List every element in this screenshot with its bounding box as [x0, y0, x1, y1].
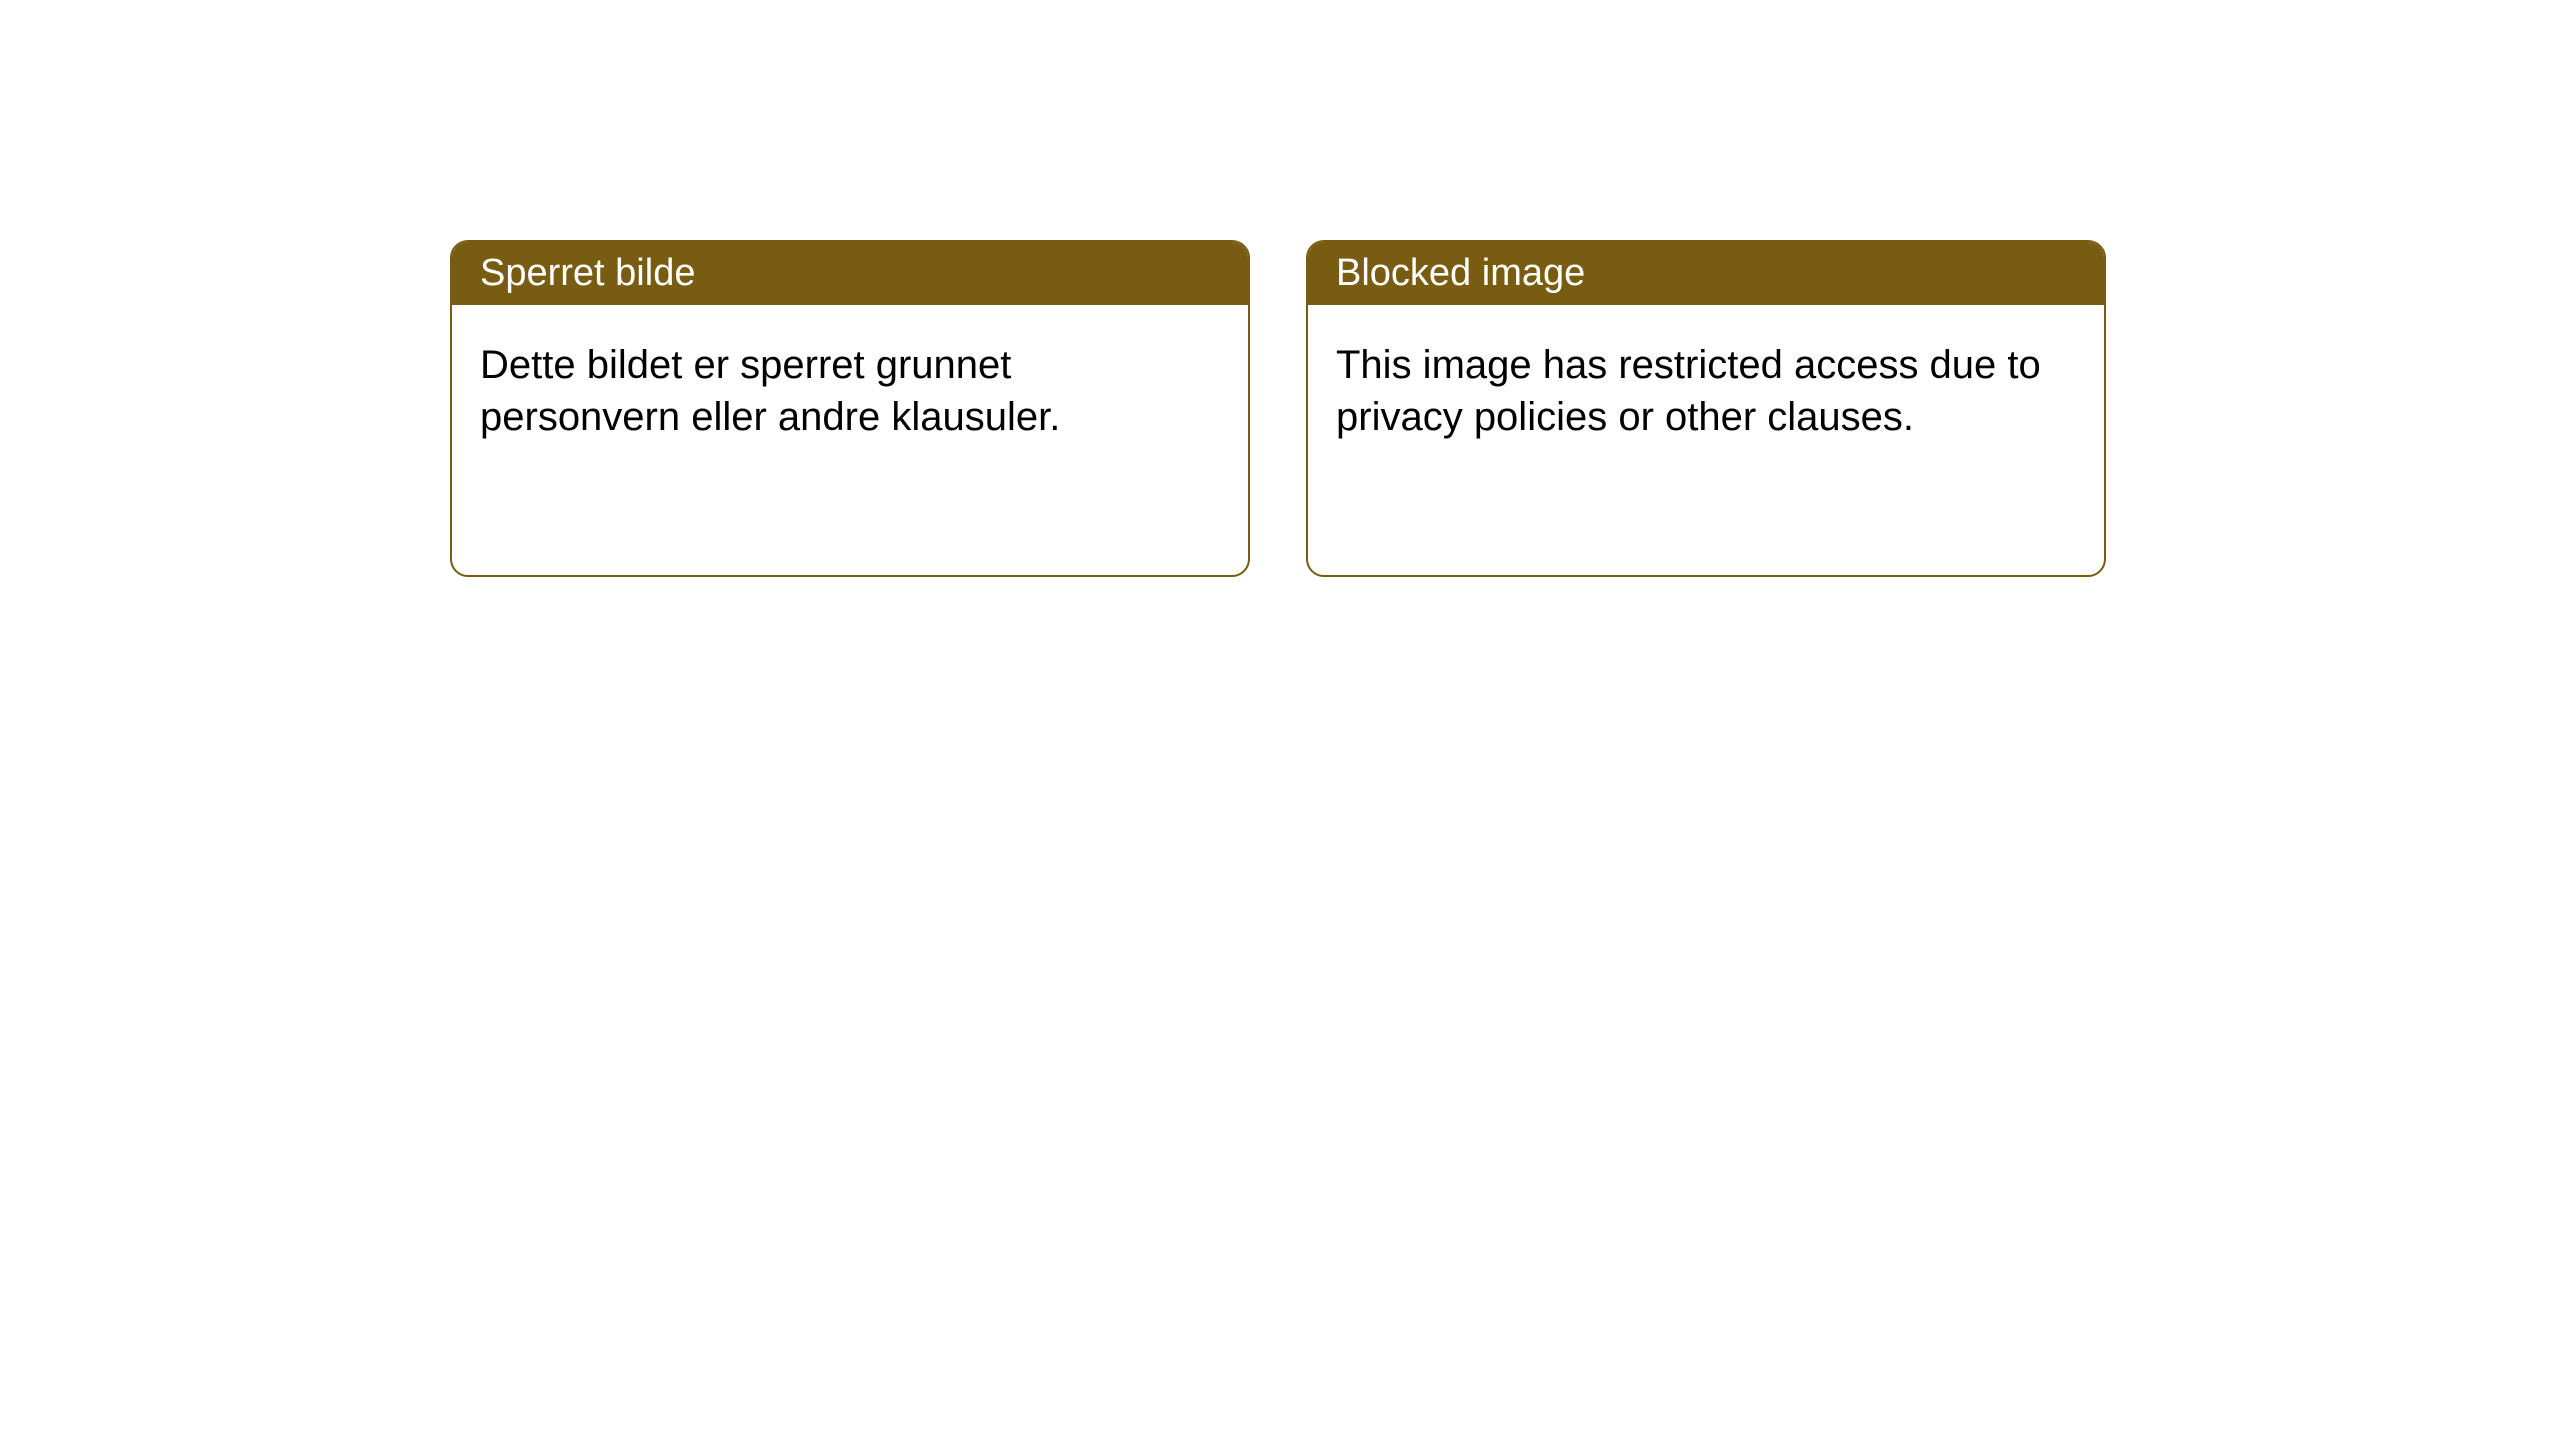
notice-title: Sperret bilde [480, 252, 695, 294]
notice-container: Sperret bilde Dette bildet er sperret gr… [450, 240, 2106, 577]
notice-text: Dette bildet er sperret grunnet personve… [480, 343, 1060, 439]
notice-body: This image has restricted access due to … [1308, 305, 2104, 575]
notice-body: Dette bildet er sperret grunnet personve… [452, 305, 1248, 575]
notice-card-norwegian: Sperret bilde Dette bildet er sperret gr… [450, 240, 1250, 577]
notice-text: This image has restricted access due to … [1336, 343, 2041, 439]
notice-header: Sperret bilde [452, 242, 1248, 305]
notice-title: Blocked image [1336, 252, 1585, 294]
notice-header: Blocked image [1308, 242, 2104, 305]
notice-card-english: Blocked image This image has restricted … [1306, 240, 2106, 577]
